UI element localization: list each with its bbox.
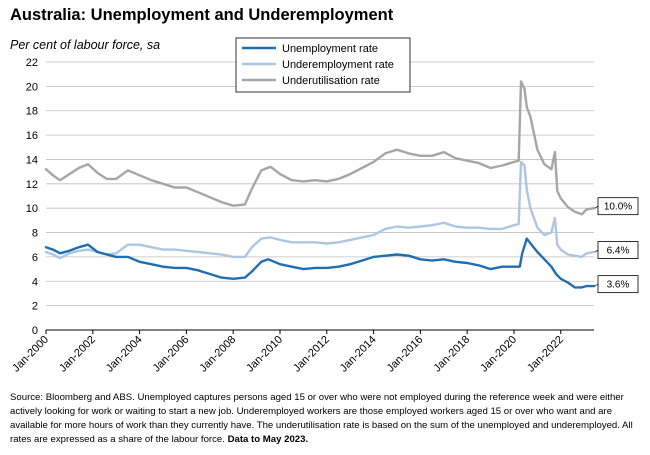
x-tick-label-2006: Jan-2006 (151, 334, 192, 375)
x-tick-label-2008: Jan-2008 (197, 334, 238, 375)
end-label-box-0 (597, 275, 639, 294)
y-tick-label-22: 22 (26, 57, 38, 69)
legend-label-1: Underemployment rate (282, 59, 394, 71)
x-tick-label-2016: Jan-2016 (385, 334, 426, 375)
y-tick-label-2: 2 (32, 301, 38, 313)
y-tick-label-18: 18 (26, 106, 38, 118)
source-text: Source: Bloomberg and ABS. Unemployed ca… (10, 392, 633, 445)
series-line-underemployment-rate (44, 160, 596, 260)
source-note: Source: Bloomberg and ABS. Unemployed ca… (10, 391, 640, 447)
end-label-leader-2 (594, 205, 599, 209)
series-line-underutilisation-rate (44, 80, 596, 216)
end-label-2: 10.0% (604, 202, 632, 213)
x-tick-label-2004: Jan-2004 (104, 334, 145, 375)
x-tick-label-2020: Jan-2020 (478, 334, 519, 375)
end-labels: 3.6% 6.4% 10.0% (594, 197, 639, 294)
y-tick-label-12: 12 (26, 179, 38, 191)
y-tick-label-8: 8 (32, 228, 38, 240)
series-lines (44, 80, 596, 289)
end-label-leader-0 (594, 283, 599, 287)
y-tick-label-4: 4 (32, 276, 38, 288)
end-label-1: 6.4% (607, 246, 630, 257)
x-tick-label-2010: Jan-2010 (244, 334, 285, 375)
y-tick-label-16: 16 (26, 130, 38, 142)
legend-label-2: Underutilisation rate (282, 75, 380, 87)
series-line-unemployment-rate (44, 237, 596, 289)
x-tick-label-2014: Jan-2014 (338, 334, 379, 375)
end-label-leader-1 (594, 249, 599, 253)
end-label-0: 3.6% (607, 280, 630, 291)
y-tick-label-10: 10 (26, 203, 38, 215)
x-tick-label-2002: Jan-2002 (57, 334, 98, 375)
y-tick-label-6: 6 (32, 252, 38, 264)
legend: Unemployment rate Underemployment rate Und… (235, 37, 411, 93)
legend-label-0: Unemployment rate (282, 43, 378, 55)
y-tick-label-14: 14 (26, 154, 38, 166)
chart-subtitle: Per cent of labour force, sa (10, 38, 161, 52)
x-tick-label-2012: Jan-2012 (291, 334, 332, 375)
data-date-note: Data to May 2023. (227, 434, 309, 445)
y-tick-label-20: 20 (26, 81, 38, 93)
y-tick-label-0: 0 (32, 325, 38, 337)
end-label-box-2 (597, 197, 639, 216)
end-label-box-1 (597, 241, 639, 259)
x-tick-label-2022: Jan-2022 (525, 334, 566, 375)
x-tick-label-2000: Jan-2000 (10, 334, 51, 375)
chart-title: Australia: Unemployment and Underemploym… (10, 6, 394, 24)
x-tick-label-2018: Jan-2018 (431, 334, 472, 375)
